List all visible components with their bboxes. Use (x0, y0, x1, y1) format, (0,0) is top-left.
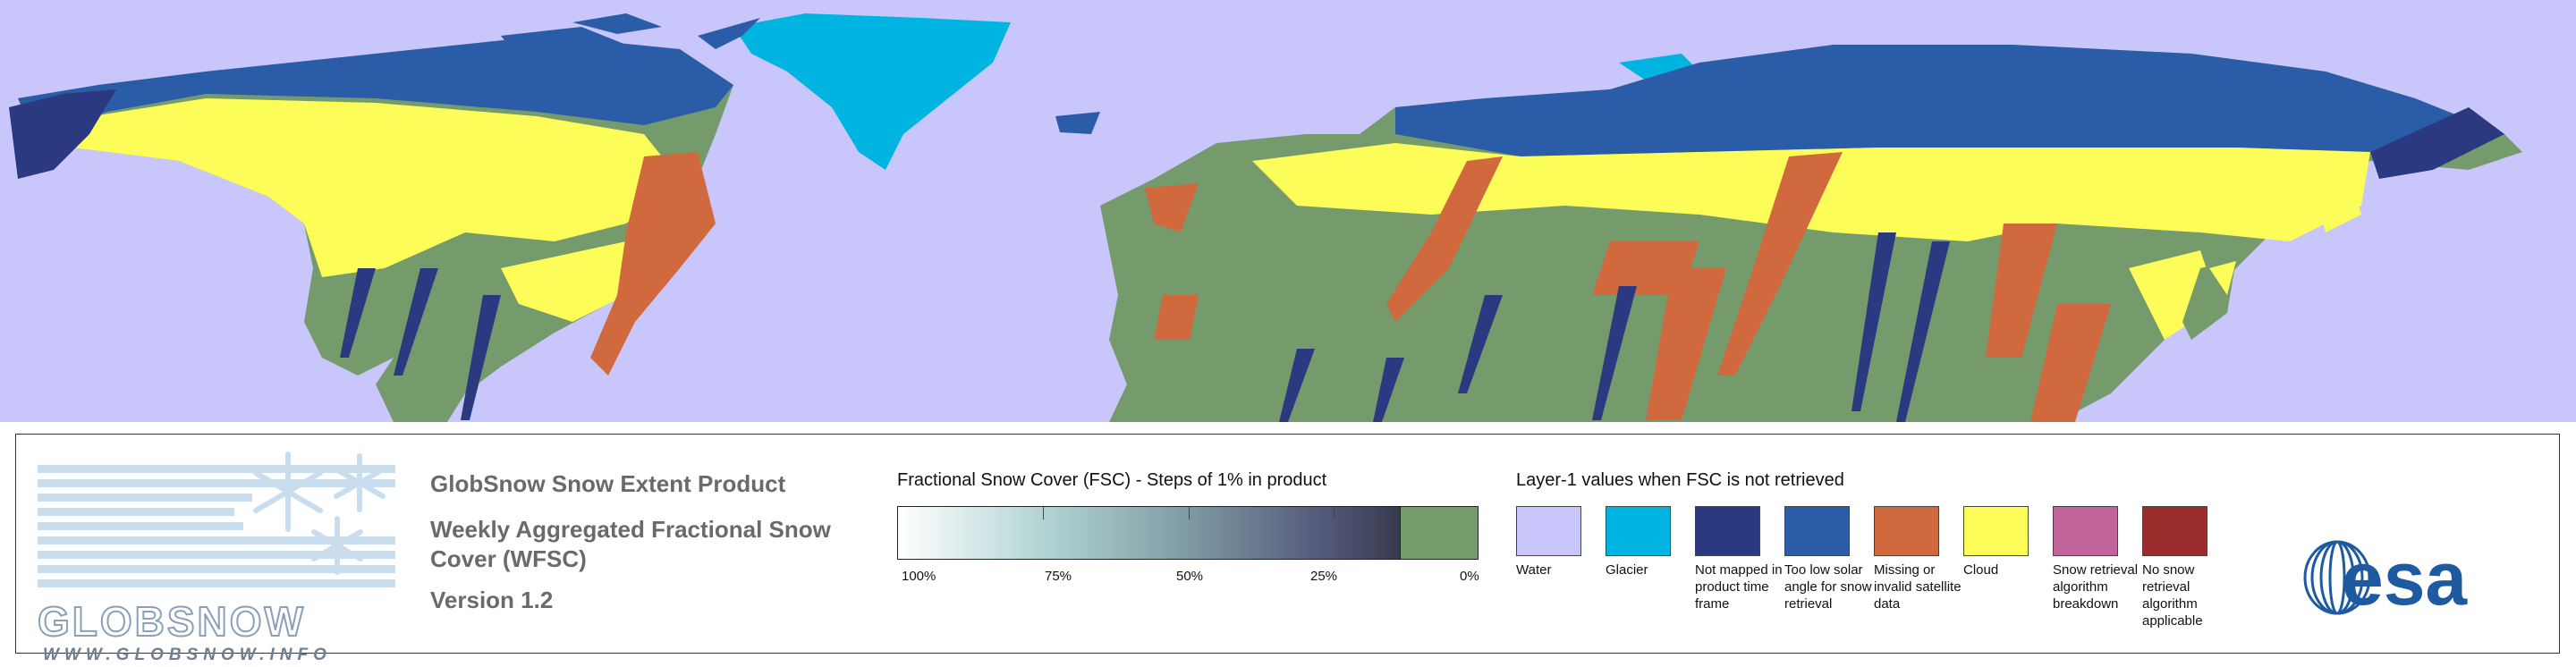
logo-url[interactable]: WWW.GLOBSNOW.INFO (43, 646, 332, 664)
north-america-missing (590, 152, 716, 376)
legend-label-3: Too low solar angle for snow retrieval (1784, 562, 1872, 612)
legend-swatch-0 (1516, 506, 1581, 556)
logo-word: GLOBSNOW (37, 597, 306, 646)
snow-cover-map (0, 0, 2576, 422)
fsc-label-75: 75% (1045, 569, 1072, 584)
product-title: GlobSnow Snow Extent Product (430, 470, 786, 497)
legend-label-1: Glacier (1606, 562, 1648, 578)
esa-globe-icon (2303, 540, 2371, 615)
fsc-legend-title: Fractional Snow Cover (FSC) - Steps of 1… (897, 470, 1327, 490)
legend-swatch-1 (1606, 506, 1671, 556)
eurasia-missing-6 (2030, 304, 2111, 422)
legend-label-2: Not mapped in product time frame (1695, 562, 1783, 612)
fsc-color-ramp (897, 506, 1479, 560)
eurasia-low-solar (1395, 45, 2504, 156)
fsc-label-25: 25% (1310, 569, 1338, 584)
eurasia-missing-4 (1646, 268, 1726, 420)
globsnow-logo: GLOBSNOW WWW.GLOBSNOW.INFO (37, 447, 395, 664)
eurasia-missing-1 (1386, 156, 1503, 322)
legend-label-5: Cloud (1963, 562, 1999, 578)
layer1-legend-title: Layer-1 values when FSC is not retrieved (1516, 470, 1844, 490)
legend-swatch-7 (2142, 506, 2207, 556)
legend-label-7: No snow retrieval algorithm applicable (2142, 562, 2203, 629)
product-version: Version 1.2 (430, 587, 554, 613)
north-america-cloud (36, 98, 680, 277)
legend-swatch-5 (1963, 506, 2029, 556)
product-subtitle: Weekly Aggregated Fractional Snow Cover … (430, 516, 831, 572)
snowflake-icon (253, 452, 386, 575)
legend-label-6: Snow retrieval algorithm breakdown (2053, 562, 2139, 612)
eurasia-missing-2 (1717, 152, 1843, 376)
legend-swatch-6 (2053, 506, 2118, 556)
eurasia-missing-5 (1986, 224, 2057, 358)
esa-logo: esa (2303, 537, 2468, 621)
legend-swatch-4 (1874, 506, 1939, 556)
legend-label-4: Missing or invalid satellite data (1874, 562, 1962, 612)
fsc-label-50: 50% (1176, 569, 1204, 584)
alaska-not-mapped (9, 89, 116, 179)
fsc-label-0: 0% (1460, 569, 1479, 584)
esa-logo-text: esa (2342, 537, 2468, 621)
greenland-glacier (733, 13, 1011, 170)
north-america-cloud-2 (501, 241, 644, 322)
legend-label-0: Water (1516, 562, 1552, 578)
fsc-zero-swatch (1400, 507, 1478, 559)
legend-panel: GLOBSNOW WWW.GLOBSNOW.INFO GlobSnow Snow… (15, 434, 2560, 664)
fsc-label-100: 100% (902, 569, 936, 584)
legend-swatch-2 (1695, 506, 1760, 556)
map-svg (9, 13, 2522, 422)
legend-swatch-3 (1784, 506, 1850, 556)
